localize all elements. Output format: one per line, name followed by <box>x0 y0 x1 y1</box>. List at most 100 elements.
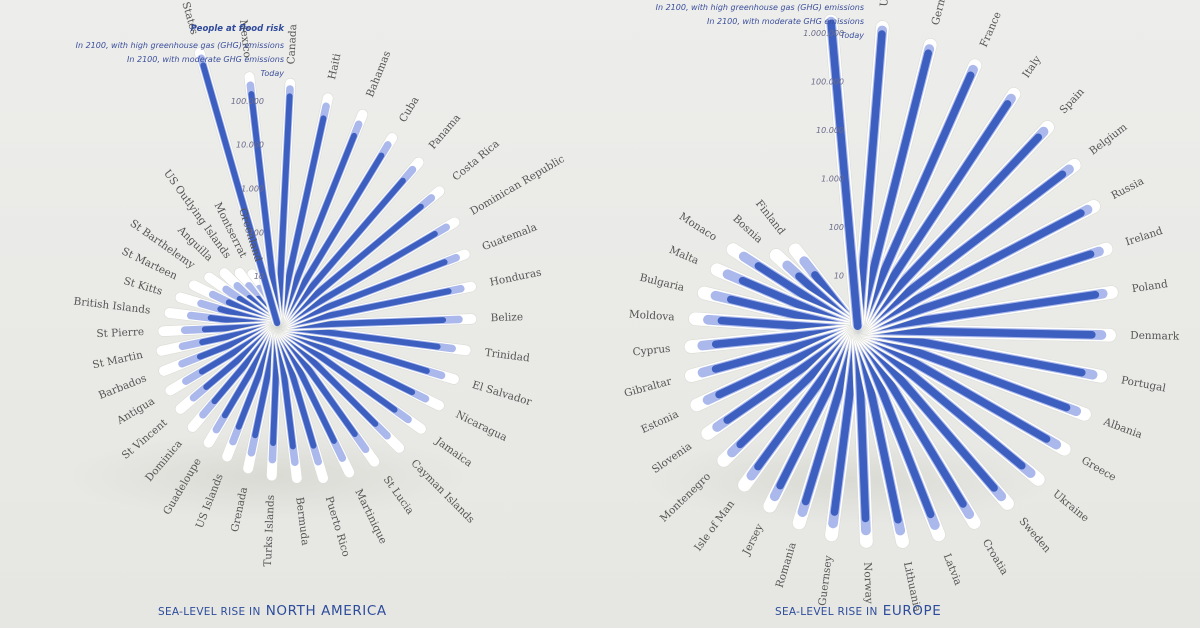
bar-today-denmark <box>857 326 1096 339</box>
bar-today-cuba <box>276 152 385 327</box>
bar-today-guatemala <box>277 259 448 328</box>
radial-tick-label: 100 <box>249 228 264 237</box>
bar-group-jamaica <box>276 323 427 435</box>
bar-today-france <box>855 71 975 331</box>
bar-group-haiti <box>273 92 334 327</box>
chart-shadow <box>648 435 1048 525</box>
bar-today-panama <box>276 177 406 327</box>
category-label-turks-islands: Turks Islands <box>262 495 277 567</box>
legend-high: In 2100, with high greenhouse gas (GHG) … <box>656 3 864 12</box>
legend-moderate: In 2100, with moderate GHG emissions <box>707 17 864 26</box>
bar-today-norway <box>854 329 870 523</box>
bar-group-denmark <box>857 323 1117 343</box>
bar-group-russia <box>856 199 1101 334</box>
title-region: NORTH AMERICA <box>265 603 387 619</box>
bar-today-italy <box>856 100 1012 331</box>
bar-today-belgium <box>857 170 1067 332</box>
bar-today-spain <box>856 133 1043 332</box>
bar-group-st-lucia <box>275 324 380 468</box>
radial-tick-label: 10.000 <box>816 126 844 135</box>
bar-group-sweden <box>855 328 1015 511</box>
category-label-united-kingdom: United Kingdom <box>878 0 897 7</box>
bar-group-croatia <box>854 328 982 530</box>
category-label-haiti: Haiti <box>326 52 343 81</box>
title-prefix: SEA-LEVEL RISE IN <box>775 606 878 618</box>
bar-today-united-kingdom <box>854 30 886 331</box>
legend-moderate: In 2100, with moderate GHG emissions <box>127 55 284 64</box>
category-label-belize: Belize <box>490 311 523 324</box>
bar-group-ukraine <box>856 327 1046 487</box>
bar-group-honduras <box>277 281 477 331</box>
legend-high: In 2100, with high greenhouse gas (GHG) … <box>76 41 284 50</box>
bar-group-germany <box>852 38 938 331</box>
bar-group-slovenia <box>700 326 860 441</box>
bar-today-germany <box>855 49 933 331</box>
category-label-norway: Norway <box>861 562 875 604</box>
bar-group-italy <box>854 87 1021 332</box>
bar-group-latvia <box>853 329 946 542</box>
bar-today-belize <box>277 317 447 329</box>
bar-group-cuba <box>275 132 398 328</box>
bar-group-netherlands <box>823 13 865 331</box>
bar-group-united-kingdom <box>851 20 890 331</box>
bar-today-bahamas <box>276 132 357 327</box>
bar-group-france <box>853 58 982 331</box>
bar-today-croatia <box>856 329 967 508</box>
radial-tick-label: 1.000 <box>241 184 264 193</box>
bar-group-cayman-islands <box>276 324 405 454</box>
bar-group-bahamas <box>274 109 369 327</box>
bar-today-canada <box>275 93 293 327</box>
bar-today-puerto-rico <box>275 325 317 449</box>
category-label-trinidad: Trinidad <box>484 347 531 365</box>
bar-today-russia <box>857 209 1085 333</box>
bar-today-st-lucia <box>276 325 358 438</box>
legend: People at flood risk In 2100, with high g… <box>76 24 286 78</box>
bar-today-albania <box>857 327 1071 412</box>
bar-group-united-states <box>194 47 283 327</box>
bar-today-united-states <box>200 62 281 327</box>
bar-today-sweden <box>856 329 998 492</box>
bar-today-gibraltar <box>711 327 859 373</box>
bar-today-poland <box>857 291 1100 334</box>
category-label-canada: Canada <box>285 24 299 65</box>
radial-tick-label: 100.000 <box>811 78 844 87</box>
category-label-denmark: Denmark <box>1130 330 1180 343</box>
category-label-moldova: Moldova <box>629 308 675 323</box>
bar-today-cayman-islands <box>277 325 379 427</box>
category-label-bermuda: Bermuda <box>293 496 311 546</box>
radial-tick-label: 1.000 <box>821 175 844 184</box>
legend-today: Today <box>840 31 864 40</box>
radial-tick-label: 10 <box>834 272 844 281</box>
bar-group-poland <box>857 285 1119 337</box>
title-europe: SEA-LEVEL RISE IN EUROPE <box>775 600 941 619</box>
bar-group-spain <box>855 120 1055 333</box>
bar-today-costa-rica <box>277 203 424 328</box>
bar-group-puerto-rico <box>273 325 329 484</box>
bar-today-slovenia <box>723 328 859 424</box>
bar-today-cyprus <box>711 326 859 348</box>
category-label-mexico: Mexico <box>237 19 253 59</box>
bar-group-estonia <box>689 325 859 412</box>
bar-group-dominican-republic <box>276 216 461 329</box>
bar-today-bermuda <box>275 325 296 450</box>
radial-ticks: 10 100 1.000 10.000 100.000 1.000.000 <box>803 29 844 280</box>
category-label-cyprus: Cyprus <box>632 343 671 359</box>
bar-today-latvia <box>855 329 935 519</box>
bar-group-greece <box>856 326 1072 457</box>
bar-today-estonia <box>715 327 859 399</box>
bar-today-lithuania <box>854 329 902 524</box>
radial-tick-label: 10 <box>254 272 264 281</box>
bars <box>155 47 478 484</box>
bar-group-mexico <box>243 71 283 327</box>
category-label-netherlands: Netherlands <box>817 0 835 1</box>
bar-today-dominican-republic <box>277 230 438 328</box>
bar-today-mexico <box>248 91 281 327</box>
title-prefix: SEA-LEVEL RISE IN <box>158 606 261 618</box>
bar-group-canada <box>272 78 296 327</box>
legend-title: People at flood risk <box>191 24 286 34</box>
radial-tick-label: 1.000.000 <box>803 29 844 38</box>
bar-today-honduras <box>277 288 452 329</box>
bar-group-lithuania <box>852 329 910 549</box>
bar-group-martinique <box>274 325 355 479</box>
